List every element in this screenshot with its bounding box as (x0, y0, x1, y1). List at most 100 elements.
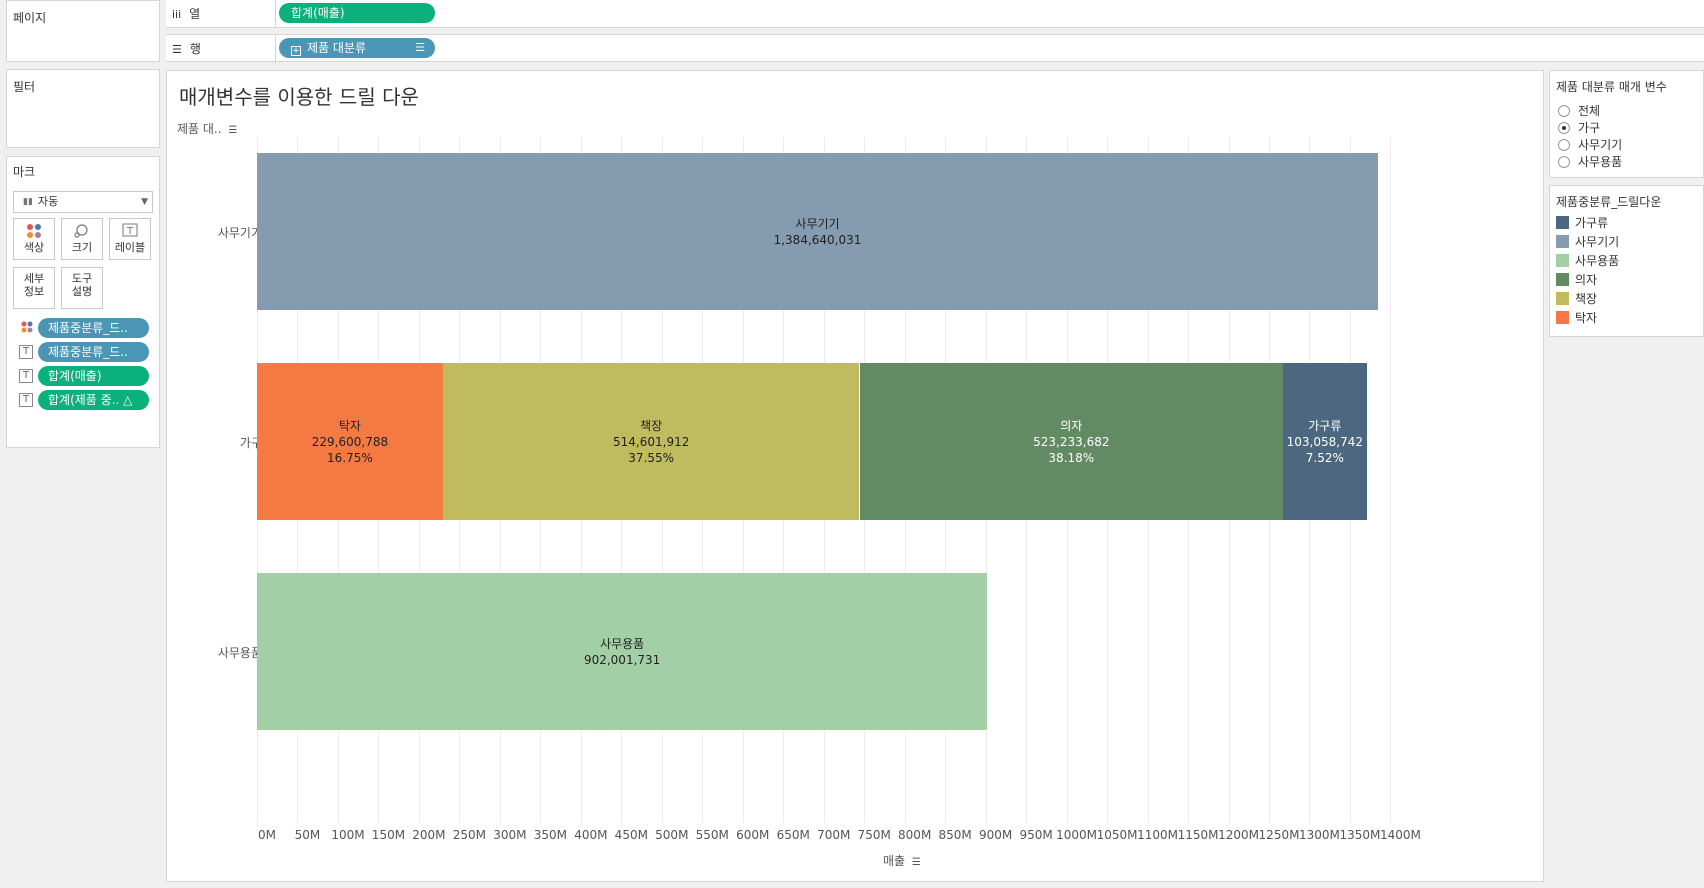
rows-pill[interactable]: + 제품 대분류 ☰ (279, 38, 435, 58)
parameter-title: 제품 대분류 매개 변수 (1556, 80, 1667, 94)
columns-pill[interactable]: 합계(매출) (279, 3, 435, 23)
bar-value-label: 902,001,731 (583, 652, 661, 667)
sort-icon[interactable]: ☰ (228, 125, 238, 136)
x-tick-label: 1150M (1177, 828, 1219, 842)
x-tick-label: 450M (614, 828, 648, 842)
size-label: 크기 (71, 241, 93, 254)
marks-pill-label-1[interactable]: 제품중분류_드.. (38, 342, 149, 362)
radio-button-icon[interactable] (1558, 139, 1570, 151)
legend-label: 사무기기 (1575, 235, 1620, 249)
text-t-icon: T (110, 223, 150, 241)
x-tick-label: 100M (331, 828, 365, 842)
tooltip-label-1: 도구 (71, 272, 93, 285)
color-button[interactable]: 색상 (13, 218, 55, 260)
x-tick-label: 1100M (1137, 828, 1178, 842)
legend-label: 의자 (1575, 273, 1598, 287)
bar-name-label: 탁자 (338, 418, 361, 433)
legend-item[interactable]: 책장 (1556, 292, 1597, 308)
gridline (1390, 137, 1392, 823)
legend-item[interactable]: 사무용품 (1556, 254, 1619, 270)
x-tick-label: 1400M (1379, 828, 1421, 842)
parameter-option[interactable]: 사무기기 (1558, 136, 1622, 152)
x-tick-label: 150M (371, 828, 406, 842)
bar-percent-label: 38.18% (1048, 450, 1095, 465)
legend-swatch (1556, 273, 1569, 286)
pages-title: 페이지 (13, 11, 47, 25)
size-button[interactable]: 크기 (61, 218, 103, 260)
row-header[interactable]: 제품 대.. ☰ (177, 120, 237, 137)
tooltip-label-2: 설명 (71, 285, 93, 298)
legend-title: 제품중분류_드릴다운 (1556, 195, 1662, 209)
bar-segment[interactable]: 사무용품 902,001,731 (257, 573, 988, 730)
legend-swatch (1556, 235, 1569, 248)
label-button[interactable]: T 레이블 (109, 218, 151, 260)
x-tick-label: 350M (533, 828, 567, 842)
detail-button[interactable]: 세부 정보 (13, 267, 55, 309)
columns-shelf[interactable]: iii 열 합계(매출) (166, 0, 1704, 28)
category-label[interactable]: 사무용품 (217, 645, 262, 660)
legend-item[interactable]: 의자 (1556, 273, 1597, 289)
x-tick-label: 300M (493, 828, 527, 842)
parameter-option[interactable]: 전체 (1558, 102, 1600, 118)
x-tick-label: 600M (736, 828, 770, 842)
marks-pill-label-3[interactable]: 합계(제품 중.. △ (38, 390, 149, 410)
x-tick-label: 1000M (1056, 828, 1098, 842)
mark-type-dropdown[interactable]: ▮▮ 자동 ▼ (13, 191, 153, 213)
legend-item[interactable]: 탁자 (1556, 311, 1597, 327)
parameter-option-label: 사무기기 (1578, 138, 1623, 152)
bar-value-label: 514,601,912 (613, 434, 690, 449)
marks-pill-color[interactable]: 제품중분류_드.. (38, 318, 149, 338)
x-tick-label: 700M (817, 828, 851, 842)
bar-percent-label: 16.75% (327, 450, 373, 465)
bar-value-label: 523,233,682 (1033, 434, 1110, 449)
x-tick-label: 550M (695, 828, 729, 842)
radio-button-icon[interactable] (1558, 105, 1570, 117)
legend-item[interactable]: 가구류 (1556, 216, 1608, 232)
expand-plus-icon: + (291, 46, 301, 56)
mark-type-value: 자동 (38, 195, 59, 208)
bar-segment[interactable]: 탁자 229,600,788 16.75% (257, 363, 443, 520)
bar-segment[interactable]: 책장 514,601,912 37.55% (442, 363, 860, 520)
tooltip-button[interactable]: 도구 설명 (61, 267, 103, 309)
text-t-icon: T (19, 369, 33, 383)
pages-panel: 페이지 (6, 0, 160, 62)
columns-icon: iii (172, 8, 182, 21)
legend-label: 사무용품 (1575, 254, 1620, 268)
x-tick-label: 950M (1019, 828, 1053, 842)
rows-shelf[interactable]: ☰ 행 + 제품 대분류 ☰ (166, 34, 1704, 63)
bar-name-label: 사무기기 (795, 216, 840, 231)
category-label[interactable]: 사무기기 (217, 225, 262, 240)
detail-label-2: 정보 (23, 285, 45, 298)
bar-name-label: 의자 (1060, 418, 1083, 433)
color-dots-icon (20, 320, 34, 337)
bar-segment[interactable]: 사무기기 1,384,640,031 (257, 153, 1378, 310)
view-title: 매개변수를 이용한 드릴 다운 (179, 85, 419, 109)
filters-panel[interactable]: 필터 (6, 69, 160, 148)
radio-button-icon[interactable] (1558, 122, 1570, 134)
rows-shelf-header: ☰ 행 (172, 35, 201, 63)
parameter-option-label: 사무용품 (1578, 155, 1623, 169)
parameter-option[interactable]: 사무용품 (1558, 153, 1622, 169)
marks-pill-label-2[interactable]: 합계(매출) (38, 366, 149, 386)
legend-swatch (1556, 216, 1569, 229)
bar-chart-icon: ▮▮ (23, 197, 33, 207)
x-axis-title-label: 매출 (883, 854, 906, 868)
parameter-option[interactable]: 가구 (1558, 119, 1600, 135)
svg-text:T: T (126, 226, 134, 237)
sort-icon[interactable]: ☰ (911, 857, 921, 868)
x-tick-label: 0M (258, 828, 276, 842)
category-label[interactable]: 가구 (239, 435, 262, 450)
rows-icon: ☰ (172, 43, 182, 56)
chevron-down-icon: ▼ (141, 197, 148, 207)
color-dots-icon (14, 223, 54, 241)
bar-segment[interactable]: 가구류 103,058,742 7.52% (1283, 363, 1367, 520)
bar-name-label: 가구류 (1308, 418, 1342, 433)
radio-button-icon[interactable] (1558, 156, 1570, 168)
x-axis-title[interactable]: 매출 ☰ (883, 852, 921, 869)
bar-percent-label: 37.55% (628, 450, 675, 465)
bar-segment[interactable]: 의자 523,233,682 38.18% (859, 363, 1284, 520)
legend-item[interactable]: 사무기기 (1556, 235, 1619, 251)
x-tick-label: 800M (898, 828, 932, 842)
